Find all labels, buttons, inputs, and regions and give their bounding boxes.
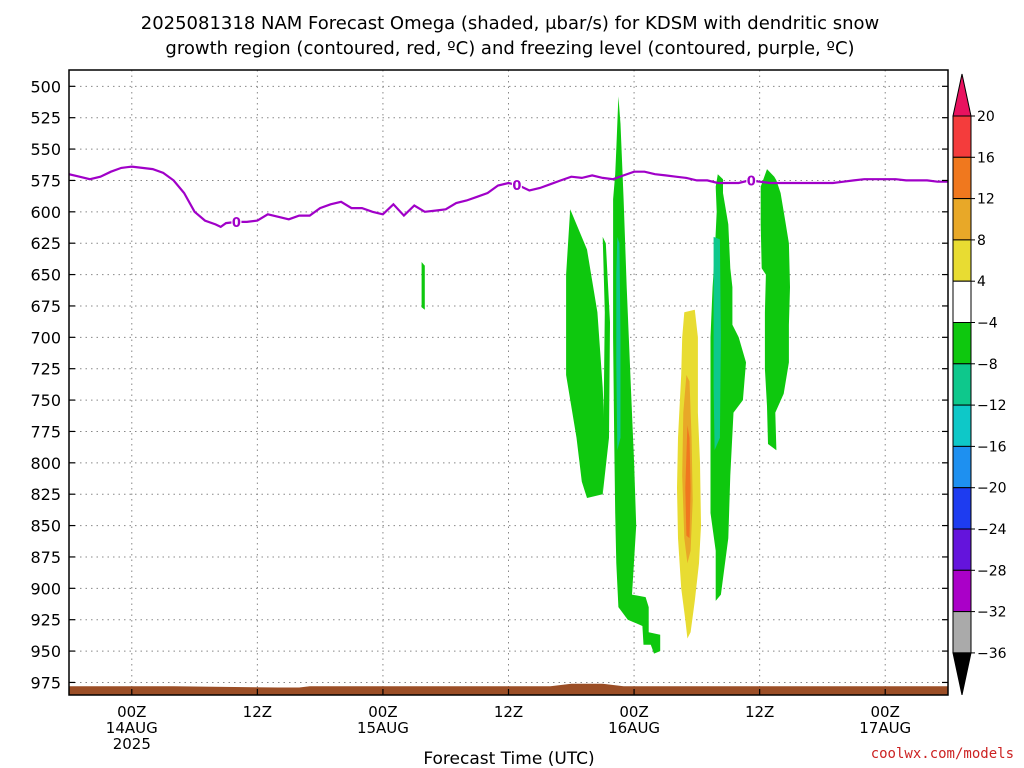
y-tick-label-925: 925 — [30, 611, 61, 630]
y-tick-label-775: 775 — [30, 422, 61, 441]
chart-title-line-1: 2025081318 NAM Forecast Omega (shaded, μ… — [141, 13, 879, 34]
colorbar-label-10: −24 — [977, 522, 1007, 538]
colorbar-label-1: 16 — [977, 150, 995, 166]
colorbar-label-6: −8 — [977, 357, 998, 373]
colorbar-bottom-arrow — [952, 652, 972, 696]
x-tick-label-0-0: 00Z — [117, 703, 146, 721]
x-tick-label-24-1: 15AUG — [357, 719, 409, 737]
colorbar-top-arrow — [952, 73, 972, 117]
omega-region-0 — [421, 262, 425, 310]
x-tick-label-72-0: 00Z — [871, 703, 900, 721]
colorbar-label-7: −12 — [977, 398, 1007, 414]
freezing-label-bg-1 — [511, 177, 522, 192]
colorbar-band-10 — [952, 528, 972, 571]
y-tick-label-750: 750 — [30, 391, 61, 410]
x-tick-label-0-1: 14AUG — [106, 719, 158, 737]
colorbar-band-4 — [952, 280, 972, 324]
y-tick-label-500: 500 — [30, 77, 61, 96]
credit-text: coolwx.com/models — [871, 746, 1014, 762]
y-tick-label-675: 675 — [30, 297, 61, 316]
x-tick-label-24-0: 00Z — [368, 703, 397, 721]
colorbar-label-9: −20 — [977, 481, 1007, 497]
omega-region-2 — [602, 236, 610, 495]
y-tick-label-600: 600 — [30, 203, 61, 222]
omega-region-1 — [566, 209, 605, 499]
y-axis-ticks: 500 525 550 575 600 625 650 675 700 725 750 775 800 8… — [30, 77, 948, 692]
omega-region-3 — [613, 96, 661, 654]
freezing-label-bg-0 — [231, 214, 242, 229]
freezing-label-2: 0 — [747, 175, 756, 190]
y-tick-label-700: 700 — [30, 328, 61, 347]
colorbar-band-0 — [952, 115, 972, 158]
colorbar-band-11 — [952, 569, 972, 613]
colorbar-label-12: −32 — [977, 605, 1007, 621]
y-tick-label-650: 650 — [30, 266, 61, 285]
y-tick-label-850: 850 — [30, 517, 61, 536]
colorbar-band-6 — [952, 363, 972, 406]
freezing-level-contour: 0 0 0 — [69, 165, 948, 231]
colorbar-label-8: −16 — [977, 439, 1007, 455]
y-tick-label-950: 950 — [30, 642, 61, 661]
omega-region-10 — [685, 425, 691, 539]
colorbar-band-3 — [952, 239, 972, 282]
freezing-label-0: 0 — [232, 216, 241, 231]
x-tick-label-0-2: 2025 — [113, 735, 151, 753]
colorbar-band-9 — [952, 487, 972, 530]
x-tick-label-60-0: 12Z — [745, 703, 774, 721]
colorbar-label-11: −28 — [977, 563, 1007, 579]
y-tick-label-825: 825 — [30, 485, 61, 504]
colorbar-band-2 — [952, 198, 972, 241]
freezing-level-line — [69, 165, 948, 229]
omega-shading — [421, 96, 790, 654]
colorbar-label-3: 8 — [977, 233, 986, 249]
colorbar-band-5 — [952, 322, 972, 365]
omega-region-4 — [616, 236, 621, 451]
chart-title-line-2: growth region (contoured, red, ºC) and f… — [165, 38, 854, 59]
colorbar-band-1 — [952, 156, 972, 200]
colorbar-band-12 — [952, 611, 972, 654]
colorbar-label-13: −36 — [977, 646, 1007, 662]
colorbar-label-5: −4 — [977, 316, 998, 332]
y-tick-label-875: 875 — [30, 548, 61, 567]
x-tick-label-72-1: 17AUG — [859, 719, 911, 737]
colorbar: 20 16 12 8 4 −4 −8 −12 −16 −20 −24 −28 −32 −36 — [952, 73, 1007, 696]
x-tick-label-36-0: 12Z — [494, 703, 523, 721]
colorbar-band-8 — [952, 445, 972, 489]
y-tick-label-525: 525 — [30, 109, 61, 128]
grid-lines — [69, 70, 948, 695]
y-tick-label-900: 900 — [30, 579, 61, 598]
x-tick-label-12-0: 12Z — [243, 703, 272, 721]
x-tick-label-48-1: 16AUG — [608, 719, 660, 737]
colorbar-band-7 — [952, 404, 972, 447]
y-tick-label-575: 575 — [30, 171, 61, 190]
colorbar-label-0: 20 — [977, 109, 995, 125]
x-tick-label-48-0: 00Z — [619, 703, 648, 721]
y-tick-label-550: 550 — [30, 140, 61, 159]
omega-region-7 — [760, 169, 790, 451]
freezing-label-bg-2 — [746, 173, 757, 188]
y-tick-label-975: 975 — [30, 673, 61, 692]
y-tick-label-800: 800 — [30, 454, 61, 473]
y-tick-label-625: 625 — [30, 234, 61, 253]
freezing-label-1: 0 — [512, 179, 521, 194]
y-tick-label-725: 725 — [30, 360, 61, 379]
colorbar-label-2: 12 — [977, 192, 995, 208]
omega-region-6 — [713, 236, 721, 451]
colorbar-label-4: 4 — [977, 274, 986, 290]
x-axis-label: Forecast Time (UTC) — [423, 749, 594, 768]
